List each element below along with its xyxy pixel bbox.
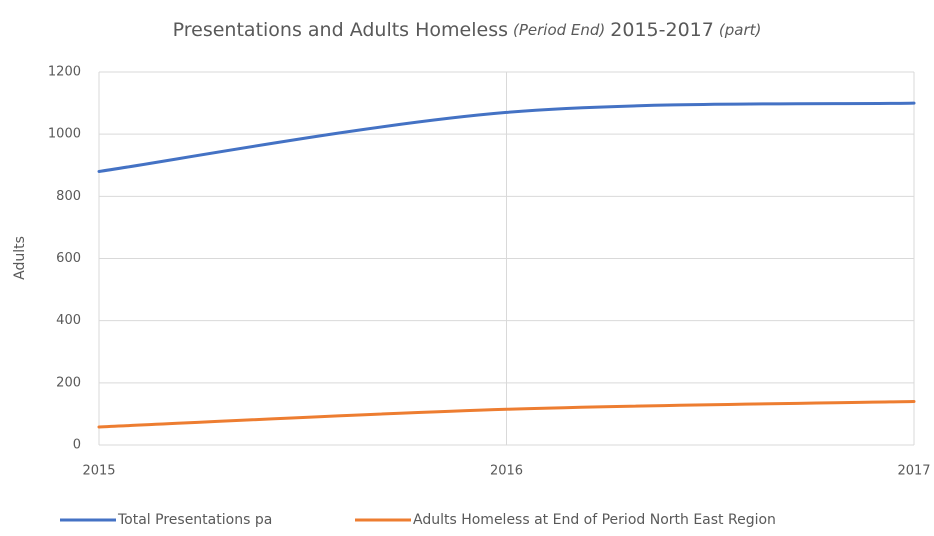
title-part: (Period End)	[513, 21, 605, 39]
title-part: Presentations and Adults Homeless	[173, 19, 508, 41]
legend-label: Total Presentations pa	[117, 512, 272, 528]
y-tick-label: 0	[73, 438, 81, 453]
series-line	[97, 101, 916, 173]
series-line	[97, 399, 916, 429]
x-tick-label: 2016	[490, 464, 523, 479]
y-tick-label: 800	[56, 189, 81, 204]
y-tick-label: 200	[56, 375, 81, 390]
title-part: (part)	[719, 21, 761, 39]
y-tick-label: 600	[56, 251, 81, 266]
y-axis-label: Adults	[12, 236, 28, 280]
legend-label: Adults Homeless at End of Period North E…	[413, 512, 776, 528]
x-tick-label: 2017	[897, 464, 930, 479]
chart-title: Presentations and Adults Homeless (Period…	[173, 19, 762, 41]
y-tick-label: 1000	[48, 127, 81, 142]
y-tick-label: 400	[56, 313, 81, 328]
x-tick-label: 2015	[82, 464, 115, 479]
title-part: 2015-2017	[610, 19, 714, 41]
y-tick-label: 1200	[48, 65, 81, 80]
